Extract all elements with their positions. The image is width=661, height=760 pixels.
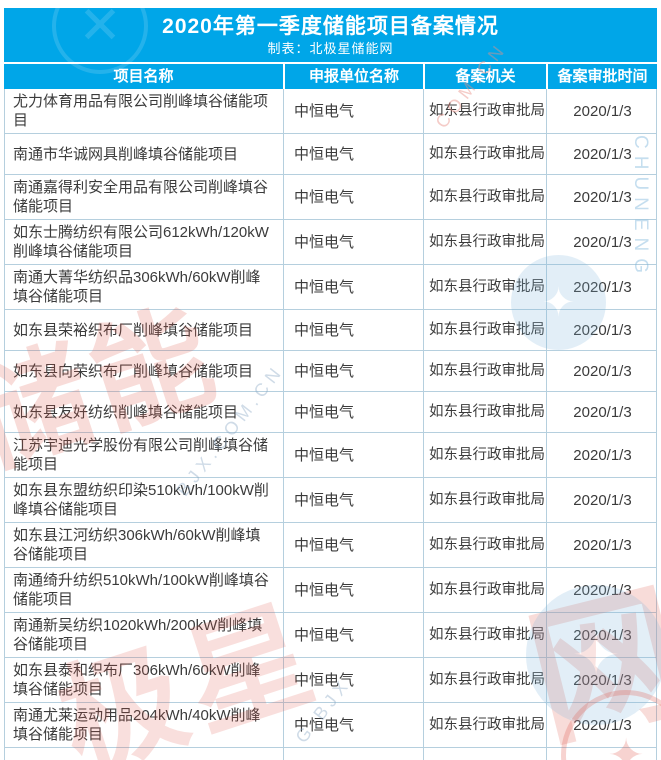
table-row: 如东士腾纺织有限公司612kWh/120kW削峰填谷储能项目 中恒电气 如东县行… <box>5 220 656 265</box>
cell-filing-authority: 如东县行政审批局 <box>424 613 547 657</box>
table-row: 如东县东盟纺织印染510kWh/100kW削峰填谷储能项目 中恒电气 如东县行政… <box>5 478 656 523</box>
cell-filing-authority: 如东县行政审批局 <box>424 523 547 567</box>
cell-filing-authority: 如东县行政审批局 <box>424 220 547 264</box>
cell-approval-date: 2020/1/3 <box>573 102 632 120</box>
page-title: 2020年第一季度储能项目备案情况 <box>162 15 499 38</box>
cell-filing-authority: 如东县行政审批局 <box>424 658 547 702</box>
cell-project-name: 南通绮升纺织510kWh/100kW削峰填谷储能项目 <box>5 568 284 612</box>
cell-filing-authority: 如东县行政审批局 <box>424 310 547 350</box>
cell-applicant-name: 中恒电气 <box>284 392 424 432</box>
cell-project-name: 如东县向荣织布厂削峰填谷储能项目 <box>5 351 284 391</box>
cell-filing-authority: 如东县行政审批局 <box>424 478 547 522</box>
cell-approval-date: 2020/1/3 <box>573 491 632 509</box>
cell-applicant-name: 中恒电气 <box>284 134 424 174</box>
cell-approval-date: 2020/1/3 <box>573 581 632 599</box>
table-row: 如东县向荣织布厂削峰填谷储能项目 中恒电气 如东县行政审批局 2020/1/3 <box>5 351 656 392</box>
cell-filing-authority: 如东县行政审批局 <box>424 265 547 309</box>
cell-applicant-name: 中恒电气 <box>284 310 424 350</box>
cell-applicant-name: 中恒电气 <box>284 703 424 747</box>
table-row: 如东县江河纺织306kWh/60kW削峰填谷储能项目 中恒电气 如东县行政审批局… <box>5 523 656 568</box>
cell-project-name: 如东县友好纺织削峰填谷储能项目 <box>5 392 284 432</box>
table-row: 尤力体育用品有限公司削峰填谷储能项目 中恒电气 如东县行政审批局 2020/1/… <box>5 89 656 134</box>
cell-applicant-name: 中恒电气 <box>284 658 424 702</box>
cell-approval-date: 2020/1/3 <box>573 671 632 689</box>
cell-filing-authority: 如东县行政审批局 <box>424 392 547 432</box>
cell-applicant-name: 中恒电气 <box>284 523 424 567</box>
table-row: 江苏宇迪光学股份有限公司削峰填谷储能项目 中恒电气 如东县行政审批局 2020/… <box>5 433 656 478</box>
cell-filing-authority: 如东县行政审批局 <box>424 703 547 747</box>
cell-project-name: 如东县泰和织布厂306kWh/60kW削峰填谷储能项目 <box>5 658 284 702</box>
cell-filing-authority: 如东县行政审批局 <box>424 134 547 174</box>
cell-filing-authority: 如东县行政审批局 <box>424 568 547 612</box>
cell-applicant-name: 中恒电气 <box>284 89 424 133</box>
cell-applicant-name <box>284 748 424 760</box>
cell-approval-date: 2020/1/3 <box>573 145 632 163</box>
cell-project-name: 尤力体育用品有限公司削峰填谷储能项目 <box>5 89 284 133</box>
table-body: 尤力体育用品有限公司削峰填谷储能项目 中恒电气 如东县行政审批局 2020/1/… <box>4 89 657 760</box>
table-row: 如东县荣裕织布厂削峰填谷储能项目 中恒电气 如东县行政审批局 2020/1/3 <box>5 310 656 351</box>
cell-project-name: 如东县东盟纺织印染510kWh/100kW削峰填谷储能项目 <box>5 478 284 522</box>
cell-applicant-name: 中恒电气 <box>284 568 424 612</box>
cell-applicant-name: 中恒电气 <box>284 433 424 477</box>
cell-approval-date: 2020/1/3 <box>573 278 632 296</box>
column-header-date: 备案审批时间 <box>548 64 657 89</box>
table-header-row: 项目名称 申报单位名称 备案机关 备案审批时间 <box>4 64 657 89</box>
cell-approval-date: 2020/1/3 <box>573 716 632 734</box>
cell-applicant-name: 中恒电气 <box>284 220 424 264</box>
cell-applicant-name: 中恒电气 <box>284 613 424 657</box>
title-bar: 2020年第一季度储能项目备案情况 制表：北极星储能网 <box>4 8 657 62</box>
table-row: 南通新吴纺织1020kWh/200kW削峰填谷储能项目 中恒电气 如东县行政审批… <box>5 613 656 658</box>
cell-project-name: 南通市华诚网具削峰填谷储能项目 <box>5 134 284 174</box>
cell-approval-date: 2020/1/3 <box>573 403 632 421</box>
cell-filing-authority: 如东县行政审批局 <box>424 175 547 219</box>
cell-project-name: 如东县江河纺织306kWh/60kW削峰填谷储能项目 <box>5 523 284 567</box>
cell-project-name: 南通嘉得利安全用品有限公司削峰填谷储能项目 <box>5 175 284 219</box>
cell-approval-date: 2020/1/3 <box>573 321 632 339</box>
cell-applicant-name: 中恒电气 <box>284 478 424 522</box>
cell-filing-authority: 如东县行政审批局 <box>424 433 547 477</box>
cell-project-name: 南通新吴纺织1020kWh/200kW削峰填谷储能项目 <box>5 613 284 657</box>
cell-approval-date: 2020/1/3 <box>573 188 632 206</box>
cell-approval-date: 2020/1/3 <box>573 233 632 251</box>
column-header-authority: 备案机关 <box>425 64 546 89</box>
cell-project-name: 江苏宇迪光学股份有限公司削峰填谷储能项目 <box>5 433 284 477</box>
table-row: 南通大菁华纺织品306kWh/60kW削峰填谷储能项目 中恒电气 如东县行政审批… <box>5 265 656 310</box>
storage-filing-table: 2020年第一季度储能项目备案情况 制表：北极星储能网 项目名称 申报单位名称 … <box>4 8 657 760</box>
table-row: 南通绮升纺织510kWh/100kW削峰填谷储能项目 中恒电气 如东县行政审批局… <box>5 568 656 613</box>
page-subtitle: 制表：北极星储能网 <box>267 41 394 56</box>
table-row: 南通嘉得利安全用品有限公司削峰填谷储能项目 中恒电气 如东县行政审批局 2020… <box>5 175 656 220</box>
table-row <box>5 748 656 760</box>
cell-approval-date: 2020/1/3 <box>573 626 632 644</box>
cell-project-name: 如东士腾纺织有限公司612kWh/120kW削峰填谷储能项目 <box>5 220 284 264</box>
cell-approval-date: 2020/1/3 <box>573 446 632 464</box>
cell-project-name: 如东县荣裕织布厂削峰填谷储能项目 <box>5 310 284 350</box>
cell-filing-authority <box>424 748 547 760</box>
table-row: 如东县友好纺织削峰填谷储能项目 中恒电气 如东县行政审批局 2020/1/3 <box>5 392 656 433</box>
cell-approval-date: 2020/1/3 <box>573 536 632 554</box>
cell-project-name <box>5 748 284 760</box>
cell-approval-date <box>547 748 658 760</box>
cell-filing-authority: 如东县行政审批局 <box>424 89 547 133</box>
column-header-project: 项目名称 <box>4 64 283 89</box>
table-row: 南通市华诚网具削峰填谷储能项目 中恒电气 如东县行政审批局 2020/1/3 <box>5 134 656 175</box>
cell-applicant-name: 中恒电气 <box>284 175 424 219</box>
column-header-applicant: 申报单位名称 <box>285 64 423 89</box>
table-row: 南通尤莱运动用品204kWh/40kW削峰填谷储能项目 中恒电气 如东县行政审批… <box>5 703 656 748</box>
cell-filing-authority: 如东县行政审批局 <box>424 351 547 391</box>
cell-applicant-name: 中恒电气 <box>284 351 424 391</box>
cell-project-name: 南通大菁华纺织品306kWh/60kW削峰填谷储能项目 <box>5 265 284 309</box>
cell-approval-date: 2020/1/3 <box>573 362 632 380</box>
table-row: 如东县泰和织布厂306kWh/60kW削峰填谷储能项目 中恒电气 如东县行政审批… <box>5 658 656 703</box>
cell-applicant-name: 中恒电气 <box>284 265 424 309</box>
cell-project-name: 南通尤莱运动用品204kWh/40kW削峰填谷储能项目 <box>5 703 284 747</box>
